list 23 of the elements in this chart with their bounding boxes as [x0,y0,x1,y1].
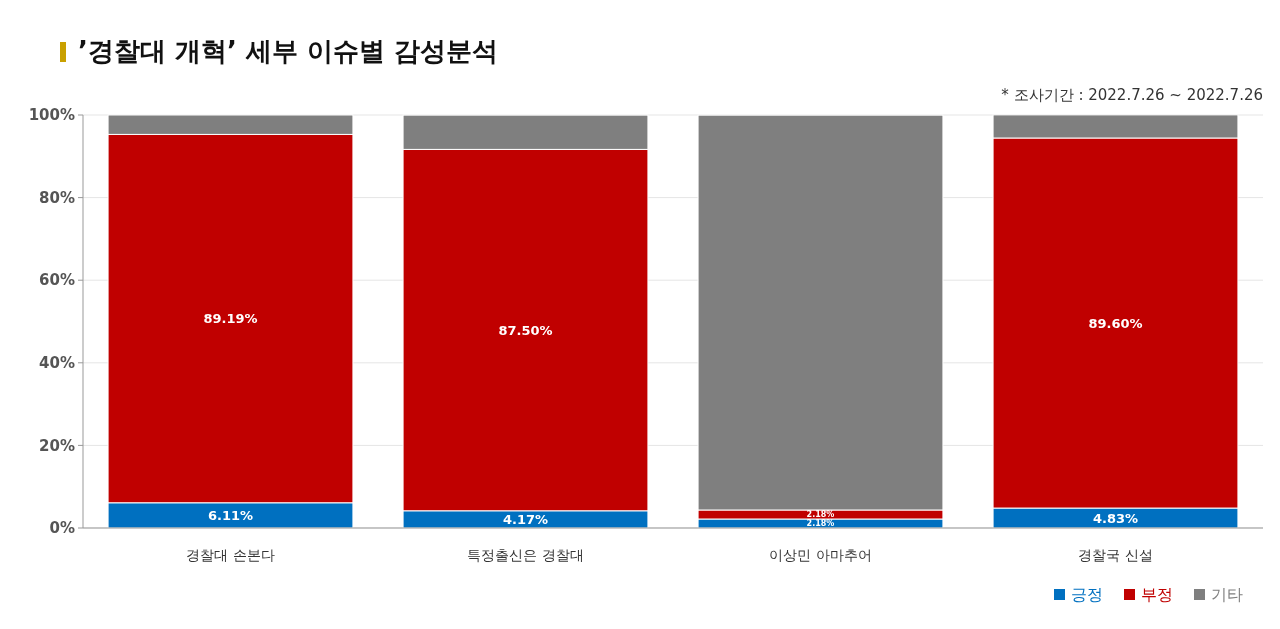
data-label: 87.50% [498,322,553,338]
data-label: 6.11% [207,507,254,523]
data-label: 2.18% [806,519,835,529]
y-tick-label: 20% [39,436,75,455]
data-label: 4.17% [502,511,549,527]
x-tick-label: 경찰국 신설 [1078,547,1153,563]
chart-title: ’경찰대 개혁’ 세부 이슈별 감성분석 [78,36,498,66]
data-label: 2.18% [806,510,835,520]
data-label: 89.19% [203,311,258,327]
text: * 조사기간 : 2022.7.26 ~ 2022.7.26 [1001,86,1263,104]
y-tick-label: 0% [49,519,75,538]
text: 부정 [1141,585,1173,604]
legend-label: 기타 [1211,585,1243,604]
data-label: 4.83% [1092,510,1139,526]
y-tick-label: 80% [39,188,75,207]
y-tick-label: 60% [39,271,75,290]
x-tick-label: 경찰대 손본다 [186,547,275,563]
y-tick-label: 100% [28,106,75,125]
y-tick-label: 40% [39,354,75,373]
legend-label: 긍정 [1071,585,1103,604]
x-tick-label: 이상민 아마추어 [769,547,872,563]
data-label: 89.60% [1088,315,1143,331]
x-tick-label: 특정출신은 경찰대 [467,547,584,563]
